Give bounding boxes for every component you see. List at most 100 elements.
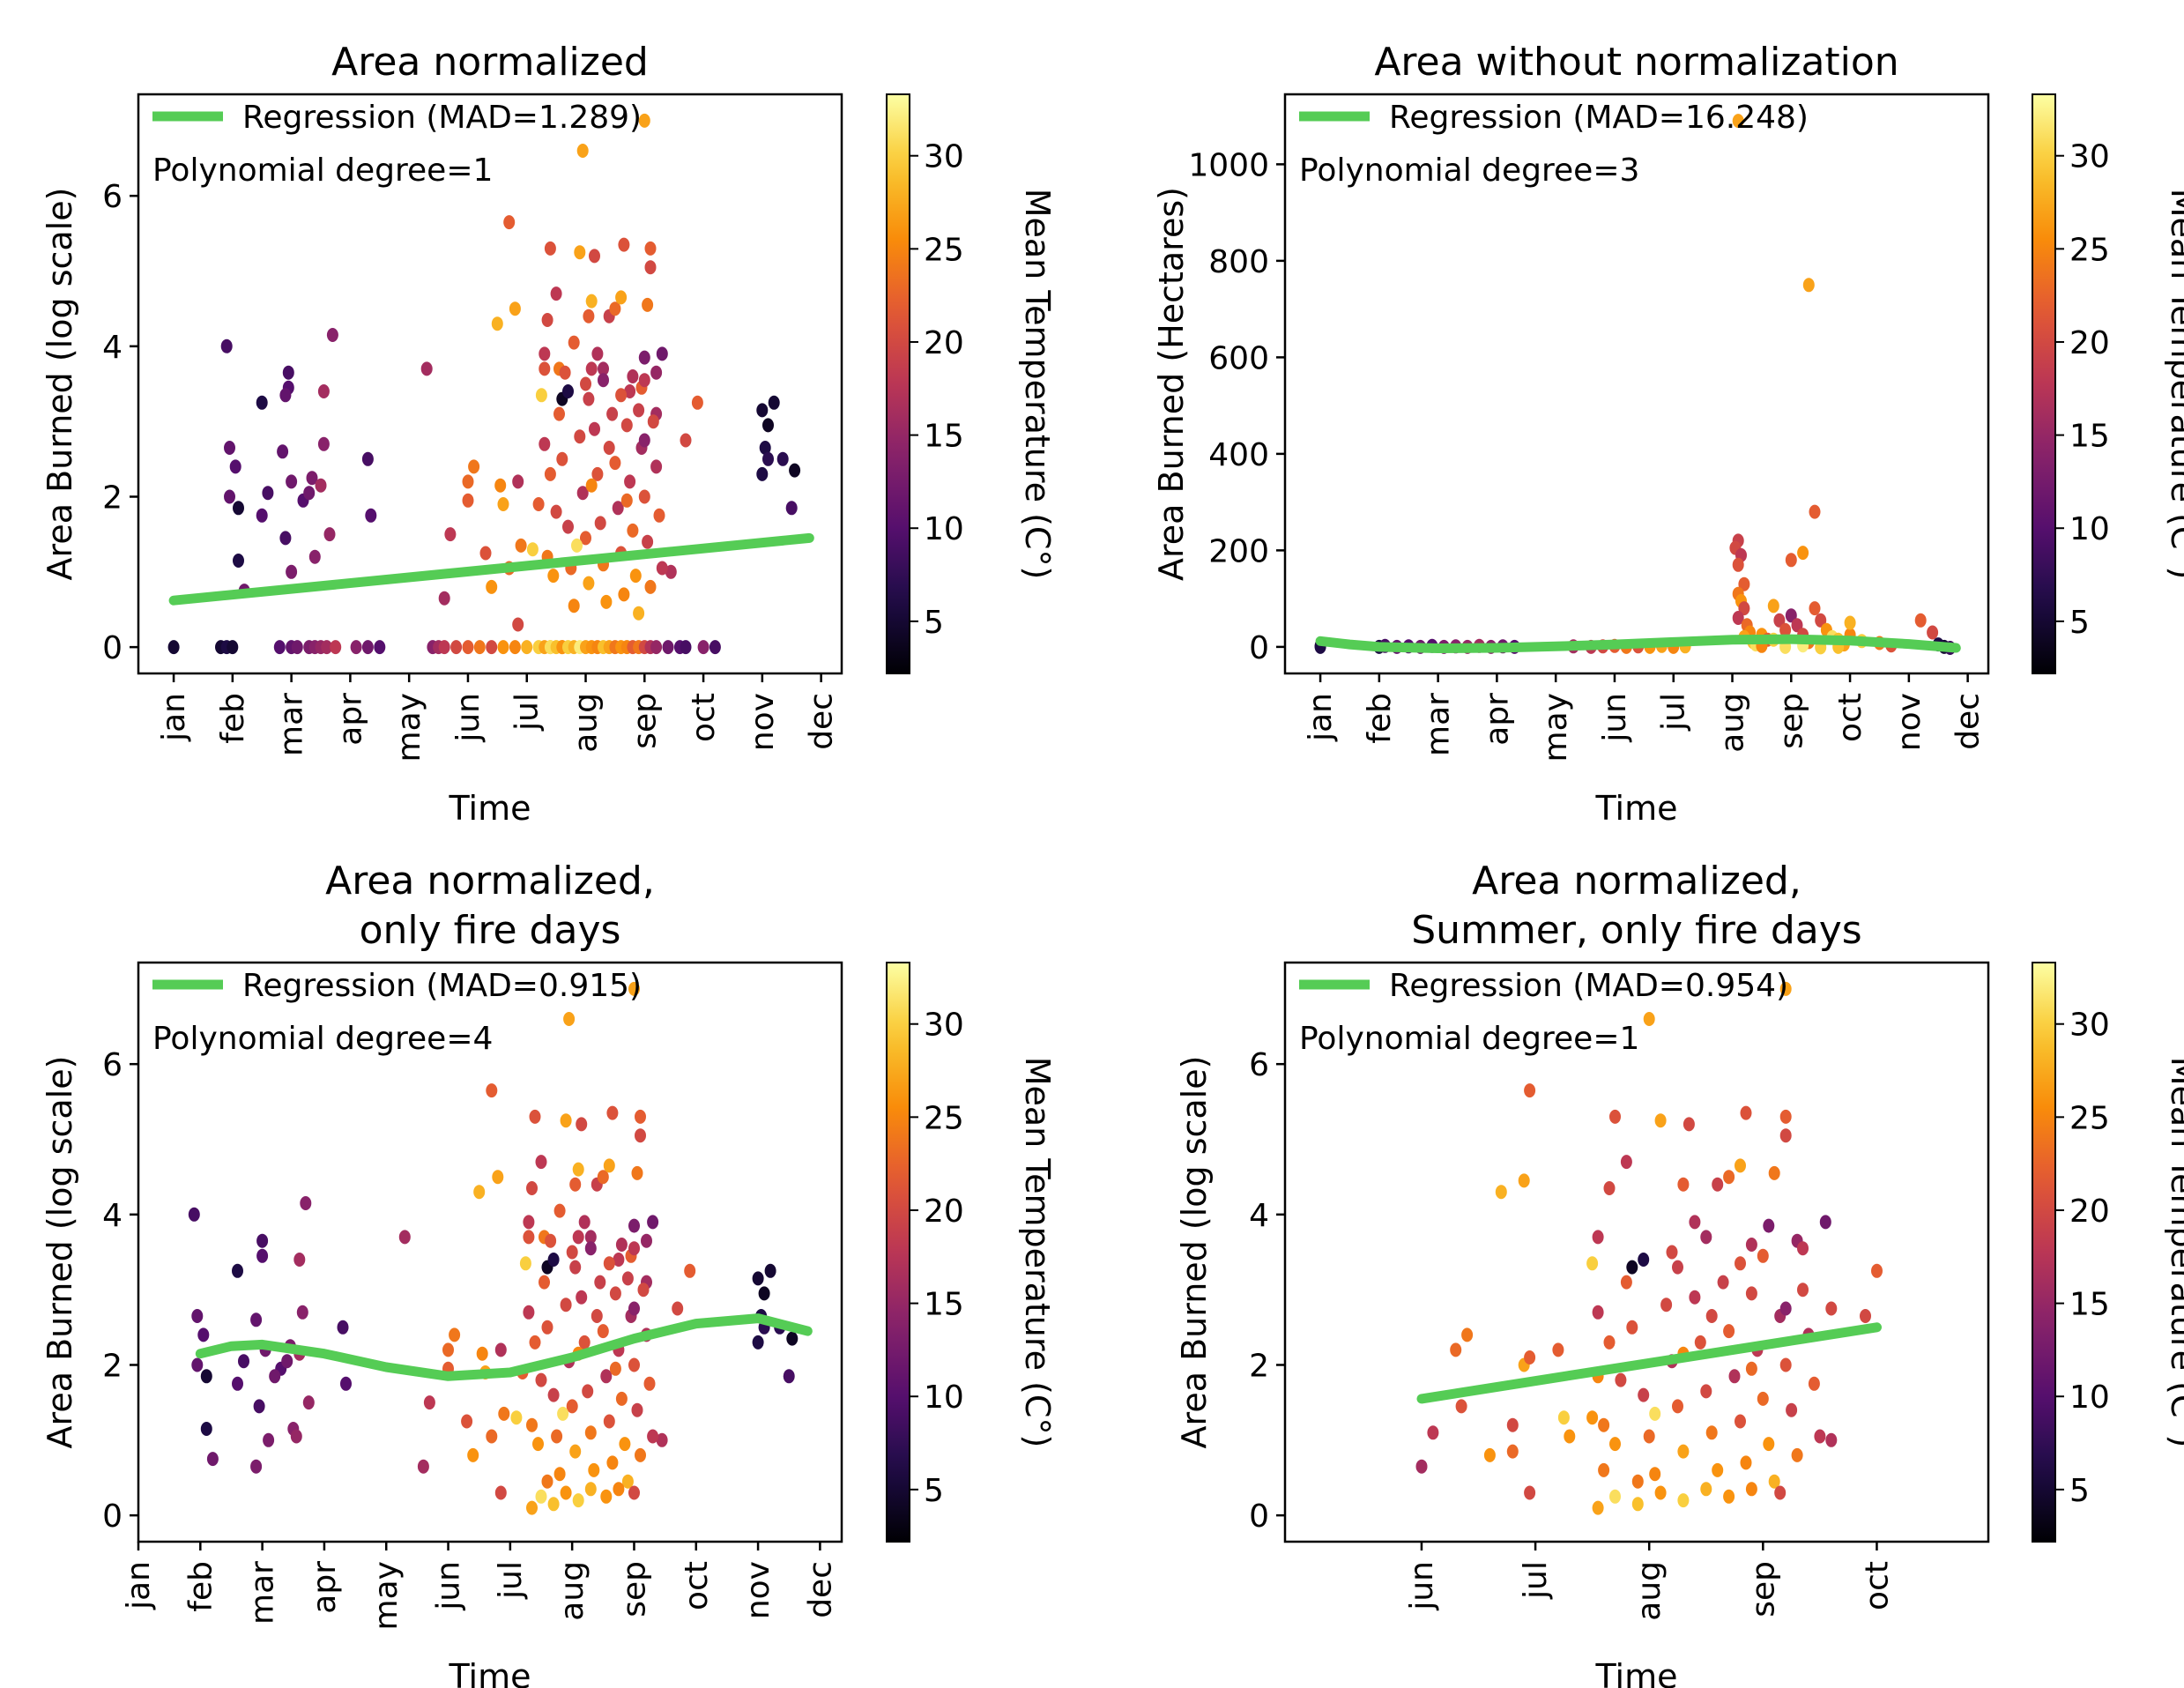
data-point: [256, 1233, 269, 1248]
data-point: [1779, 1357, 1792, 1372]
data-point: [1815, 613, 1827, 628]
data-point: [286, 564, 298, 579]
data-point: [1592, 1305, 1604, 1320]
data-point: [650, 640, 663, 655]
data-point: [337, 1320, 349, 1335]
x-tick-label: oct: [686, 693, 722, 742]
data-point: [559, 365, 571, 380]
data-point: [519, 1256, 531, 1271]
data-point: [197, 1327, 210, 1342]
data-point: [1763, 1437, 1775, 1452]
data-point: [785, 501, 798, 516]
data-point: [631, 1402, 643, 1417]
data-point: [691, 395, 703, 410]
data-point: [1592, 1230, 1604, 1245]
data-point: [562, 519, 574, 534]
data-point: [572, 1230, 584, 1245]
data-point: [762, 418, 774, 433]
data-point: [1506, 1417, 1519, 1432]
data-point: [521, 640, 533, 655]
colorbar-tick-label: 20: [924, 325, 964, 361]
chart-title: only fire days: [360, 908, 621, 953]
x-tick-label: apr: [307, 1561, 343, 1614]
data-point: [1819, 1215, 1831, 1230]
data-point: [591, 466, 604, 481]
data-point: [566, 1245, 578, 1260]
y-tick-label: 2: [1249, 1348, 1269, 1384]
x-tick-label: oct: [1859, 1561, 1895, 1610]
data-point: [1615, 1372, 1627, 1387]
data-point: [1677, 1493, 1690, 1508]
data-point: [576, 144, 589, 158]
data-point: [647, 414, 659, 429]
data-point: [224, 441, 235, 455]
data-point: [553, 1203, 566, 1218]
data-point: [293, 1253, 306, 1267]
x-tick-label: jul: [1656, 693, 1692, 732]
y-tick-label: 6: [102, 1047, 123, 1083]
data-point: [206, 1452, 219, 1467]
colorbar: 5 10 15 20 25 30 Mean Temperature (C°): [2032, 962, 2184, 1543]
plot-frame: [1283, 93, 1990, 675]
y-tick-label: 600: [1208, 340, 1269, 376]
data-point: [449, 1327, 461, 1342]
data-point: [621, 1271, 634, 1286]
data-point: [1779, 981, 1792, 996]
data-point: [486, 579, 498, 594]
data-point: [1791, 618, 1803, 633]
x-tick-label: dec: [1950, 693, 1987, 750]
data-point: [557, 1406, 569, 1421]
data-point: [1779, 622, 1792, 637]
data-point: [613, 1482, 625, 1497]
data-point: [1871, 1263, 1883, 1278]
data-point: [417, 1459, 429, 1474]
data-point: [539, 346, 551, 361]
data-point: [642, 534, 654, 549]
x-tick-label: sep: [1773, 693, 1809, 749]
x-axis-label: Time: [449, 1657, 531, 1688]
data-point: [620, 493, 633, 508]
chart-title: Area normalized,: [1472, 859, 1801, 903]
data-point: [603, 1158, 615, 1173]
data-point: [1666, 1245, 1678, 1260]
data-point: [515, 538, 527, 553]
data-point: [541, 1320, 553, 1335]
data-point: [642, 297, 654, 312]
data-point: [600, 594, 613, 609]
x-tick-label: mar: [1421, 693, 1457, 756]
colorbar-tick-label: 30: [924, 1008, 964, 1044]
data-point: [585, 478, 598, 493]
data-point: [635, 1128, 646, 1143]
data-point: [279, 531, 292, 546]
plot-frame: [137, 961, 843, 1543]
data-point: [523, 1215, 535, 1230]
data-point: [1802, 278, 1815, 293]
data-point: [229, 459, 241, 474]
colorbar-fill: [886, 93, 910, 674]
colorbar-tick-label: 5: [2069, 605, 2090, 641]
data-point: [1586, 1256, 1599, 1271]
data-point: [1763, 1218, 1775, 1233]
data-point: [574, 429, 586, 444]
y-tick-label: 2: [102, 1348, 123, 1384]
data-point: [1768, 1165, 1780, 1180]
colorbar: 5 10 15 20 25 30 Mean Temperature (C°): [2032, 93, 2184, 674]
data-point: [1700, 1384, 1712, 1399]
data-point: [643, 1376, 656, 1391]
data-point: [756, 466, 769, 481]
data-point: [1860, 1309, 1871, 1323]
data-point: [539, 436, 551, 451]
colorbar-tick-label: 30: [2069, 1008, 2110, 1044]
data-point: [560, 1485, 572, 1500]
data-point: [1825, 1432, 1838, 1447]
data-point: [1506, 1444, 1519, 1459]
data-point: [1779, 1128, 1792, 1143]
x-tick-label: aug: [568, 693, 605, 753]
data-point: [618, 237, 630, 252]
data-point: [512, 474, 524, 489]
data-point: [1603, 1181, 1616, 1195]
data-point: [1660, 1298, 1673, 1312]
data-point: [1700, 1230, 1712, 1245]
polynomial-degree-annotation: Polynomial degree=4: [152, 1021, 493, 1057]
x-tick-label: apr: [1479, 693, 1515, 746]
